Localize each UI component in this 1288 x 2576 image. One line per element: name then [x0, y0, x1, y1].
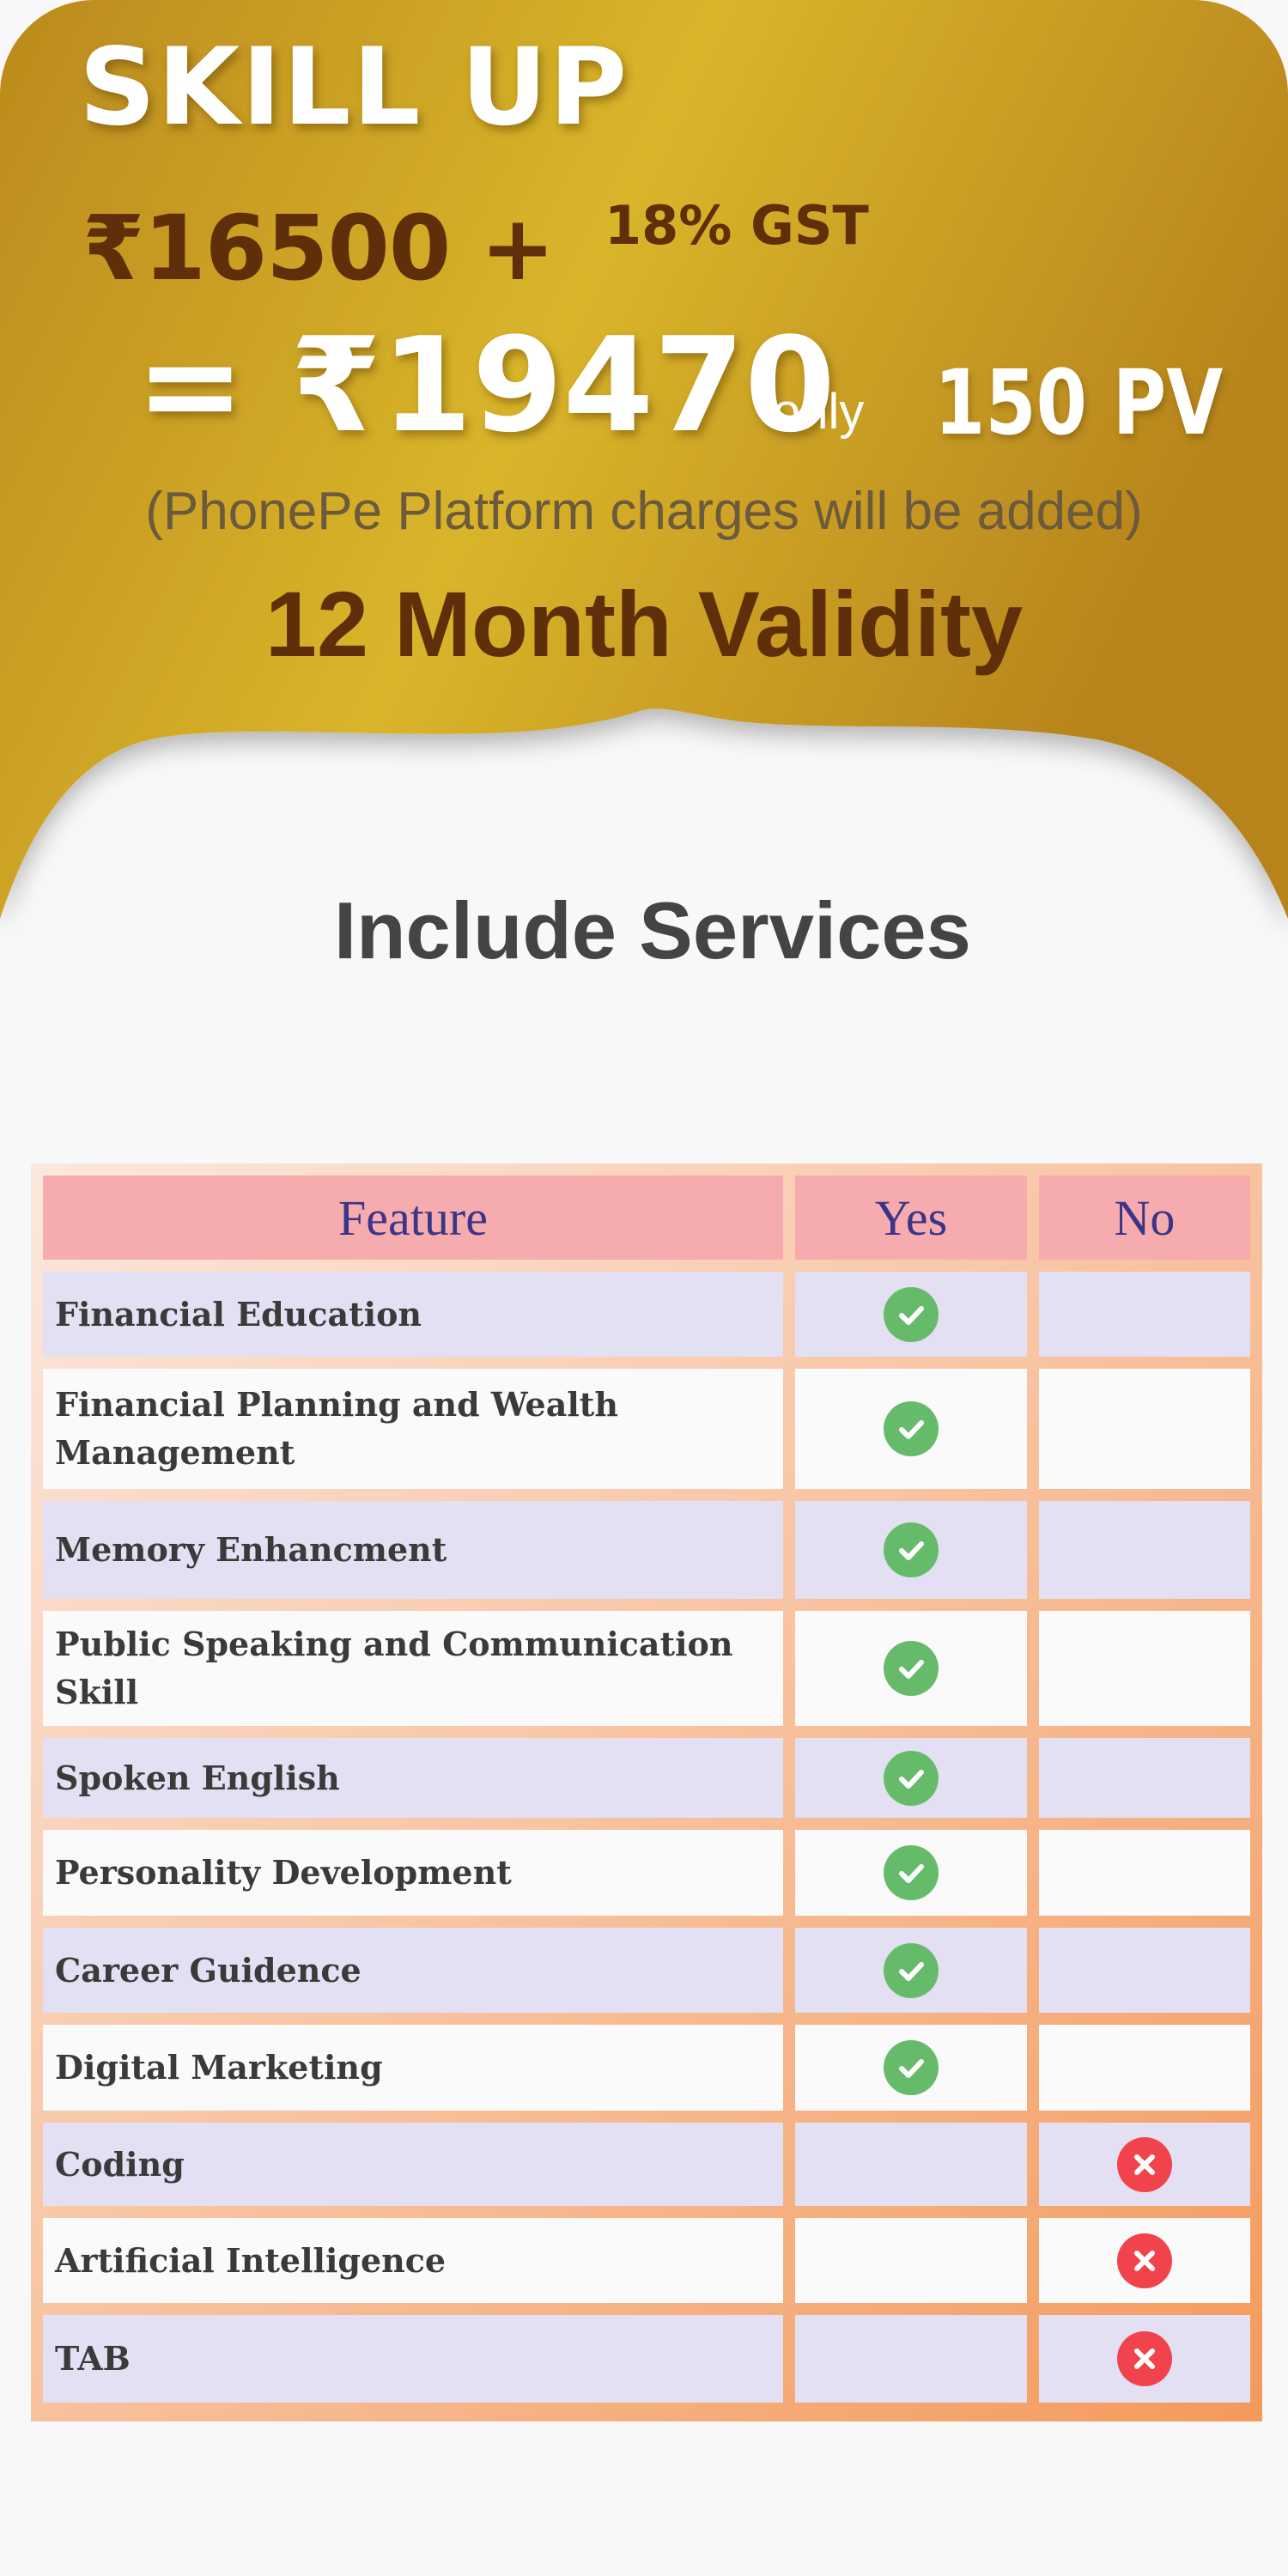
no-cell [1039, 1738, 1250, 1818]
yes-cell [795, 1611, 1027, 1726]
yes-cell [795, 1830, 1027, 1916]
feature-name: Public Speaking and Communication Skill [55, 1625, 733, 1711]
feature-cell: Public Speaking and Communication Skill [43, 1611, 783, 1726]
no-cell [1039, 1272, 1250, 1357]
feature-name: Financial Planning and Wealth Management [55, 1385, 618, 1472]
tax-label: 18% GST [605, 194, 869, 257]
header-no: No [1039, 1176, 1250, 1260]
validity-label: 12 Month Validity [264, 572, 1024, 676]
feature-cell: Personality Development [43, 1830, 783, 1916]
cross-icon [1117, 2331, 1172, 2386]
header-feature: Feature [43, 1176, 783, 1260]
no-cell [1039, 1830, 1250, 1916]
feature-name: Coding [55, 2144, 185, 2184]
no-cell [1039, 1928, 1250, 2013]
check-icon [884, 1286, 939, 1342]
services-table: Feature Yes No Financial Education Financ… [31, 1163, 1262, 2421]
yes-cell [795, 1928, 1027, 2013]
no-cell [1039, 2123, 1250, 2206]
gold-wave-banner [0, 0, 1288, 919]
check-icon [884, 1641, 939, 1696]
no-cell [1039, 2315, 1250, 2403]
feature-name: Spoken English [55, 1758, 340, 1797]
feature-cell: TAB [43, 2315, 783, 2403]
no-cell [1039, 2218, 1250, 2303]
no-cell [1039, 1369, 1250, 1489]
check-icon [884, 1845, 939, 1900]
feature-cell: Artificial Intelligence [43, 2218, 783, 2303]
feature-name: Financial Education [55, 1294, 422, 1334]
feature-name: Personality Development [55, 1853, 512, 1892]
yes-cell [795, 1369, 1027, 1489]
platform-charges-note: (PhonePe Platform charges will be added) [145, 482, 1143, 541]
feature-cell: Memory Enhancment [43, 1501, 783, 1599]
check-icon [884, 2040, 939, 2095]
check-icon [884, 1522, 939, 1577]
feature-cell: Financial Education [43, 1272, 783, 1357]
plan-title: SKILL UP [79, 26, 629, 149]
feature-name: Memory Enhancment [55, 1530, 447, 1569]
feature-cell: Spoken English [43, 1738, 783, 1818]
no-cell [1039, 2025, 1250, 2111]
base-price: ₹16500 + [82, 196, 556, 301]
feature-cell: Digital Marketing [43, 2025, 783, 2111]
yes-cell [795, 2025, 1027, 2111]
no-cell [1039, 1611, 1250, 1726]
total-price: = ₹19470 [136, 309, 835, 461]
yes-cell [795, 1738, 1027, 1818]
no-cell [1039, 1501, 1250, 1599]
pv-badge: 150 PV [934, 350, 1224, 455]
check-icon [884, 1750, 939, 1806]
feature-name: TAB [55, 2339, 131, 2378]
check-icon [884, 1401, 939, 1456]
yes-cell [795, 1272, 1027, 1357]
services-heading: Include Services [334, 885, 971, 975]
feature-cell: Career Guidence [43, 1928, 783, 2013]
check-icon [884, 1942, 939, 1998]
yes-cell [795, 2218, 1027, 2303]
yes-cell [795, 1501, 1027, 1599]
total-suffix: only [773, 384, 865, 440]
feature-cell: Coding [43, 2123, 783, 2206]
cross-icon [1117, 2136, 1172, 2192]
feature-cell: Financial Planning and Wealth Management [43, 1369, 783, 1489]
yes-cell [795, 2315, 1027, 2403]
feature-name: Digital Marketing [55, 2048, 383, 2087]
feature-name: Artificial Intelligence [55, 2240, 447, 2280]
feature-name: Career Guidence [55, 1950, 361, 1990]
cross-icon [1117, 2233, 1172, 2288]
yes-cell [795, 2123, 1027, 2206]
header-yes: Yes [795, 1176, 1027, 1260]
